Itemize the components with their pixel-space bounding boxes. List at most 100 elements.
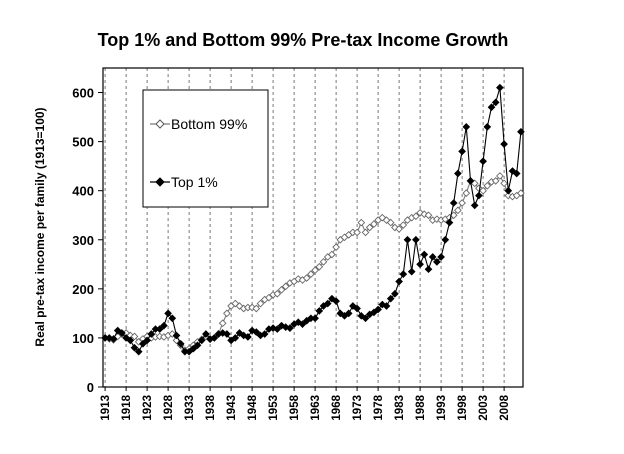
data-point-top-1 bbox=[496, 83, 504, 92]
data-point-top-1 bbox=[458, 147, 466, 156]
legend: Bottom 99% Top 1% bbox=[142, 89, 269, 208]
legend-label-top-1: Top 1% bbox=[171, 174, 218, 190]
data-point-top-1 bbox=[311, 314, 319, 323]
y-tick-label: 400 bbox=[72, 184, 94, 199]
x-tick-label: 1933 bbox=[184, 395, 196, 421]
data-point-bottom-99 bbox=[433, 215, 441, 223]
y-tick-label: 300 bbox=[72, 233, 94, 248]
data-point-bottom-99 bbox=[395, 225, 403, 233]
data-point-top-1 bbox=[130, 343, 139, 352]
data-point-bottom-99 bbox=[168, 330, 177, 338]
y-tick-label: 200 bbox=[72, 282, 94, 297]
data-point-top-1 bbox=[378, 300, 387, 309]
data-point-top-1 bbox=[441, 235, 450, 244]
data-point-top-1 bbox=[189, 344, 198, 353]
y-tick-label: 100 bbox=[72, 331, 94, 346]
data-point-top-1 bbox=[500, 140, 508, 148]
data-point-top-1 bbox=[462, 123, 471, 131]
data-point-bottom-99 bbox=[454, 206, 462, 215]
data-point-bottom-99 bbox=[483, 181, 492, 190]
x-tick-label: 1948 bbox=[247, 394, 259, 420]
data-point-bottom-99 bbox=[386, 218, 395, 227]
data-point-top-1 bbox=[176, 339, 185, 348]
data-point-bottom-99 bbox=[500, 179, 508, 188]
data-point-bottom-99 bbox=[378, 213, 387, 222]
x-tick-label: 1938 bbox=[205, 394, 217, 420]
data-point-bottom-99 bbox=[412, 212, 420, 221]
x-tick-label: 1983 bbox=[394, 395, 406, 421]
x-tick-label: 1958 bbox=[289, 394, 301, 420]
data-point-top-1 bbox=[273, 325, 282, 333]
legend-marker-top-1 bbox=[155, 177, 165, 187]
data-point-bottom-99 bbox=[273, 289, 282, 298]
data-point-bottom-99 bbox=[370, 220, 378, 228]
data-point-top-1 bbox=[344, 309, 353, 318]
data-point-bottom-99 bbox=[416, 208, 424, 217]
y-tick-label: 0 bbox=[87, 380, 94, 395]
data-point-bottom-99 bbox=[315, 262, 324, 271]
x-tick-label: 1978 bbox=[373, 394, 385, 420]
data-point-top-1 bbox=[428, 253, 437, 261]
data-point-top-1 bbox=[391, 289, 399, 298]
x-tick-label: 1988 bbox=[415, 394, 427, 420]
data-point-top-1 bbox=[416, 260, 424, 269]
data-point-top-1 bbox=[328, 294, 336, 303]
x-tick-label: 1968 bbox=[331, 394, 343, 420]
data-point-top-1 bbox=[139, 339, 147, 348]
data-point-top-1 bbox=[407, 267, 416, 276]
x-axis-ticks: 1913 1918 1923 1928 1933 1938 1943 1948 1953 1958… bbox=[100, 387, 511, 421]
data-point-top-1 bbox=[260, 330, 269, 338]
chart-title: Top 1% and Bottom 99% Pre-tax Income Gro… bbox=[98, 30, 509, 50]
data-point-top-1 bbox=[277, 321, 286, 330]
y-axis-ticks: 0 100 200 300 400 500 600 bbox=[72, 86, 103, 395]
data-point-top-1 bbox=[286, 324, 294, 332]
data-point-top-1 bbox=[160, 321, 168, 330]
data-point-top-1 bbox=[113, 326, 122, 335]
y-axis-label: Real pre-tax income per family (1913=100… bbox=[33, 107, 47, 346]
data-point-top-1 bbox=[193, 341, 202, 350]
data-point-top-1 bbox=[479, 157, 487, 166]
data-point-bottom-99 bbox=[361, 228, 370, 237]
data-point-bottom-99 bbox=[458, 199, 466, 207]
data-point-bottom-99 bbox=[496, 172, 504, 180]
data-point-top-1 bbox=[517, 127, 525, 136]
data-point-top-1 bbox=[353, 304, 361, 313]
legend-box bbox=[142, 89, 269, 208]
data-point-top-1 bbox=[491, 98, 500, 107]
x-tick-label: 1998 bbox=[457, 394, 469, 420]
data-point-bottom-99 bbox=[252, 304, 261, 313]
data-point-top-1 bbox=[202, 330, 210, 338]
data-point-top-1 bbox=[134, 347, 143, 356]
data-point-bottom-99 bbox=[319, 258, 328, 266]
data-point-bottom-99 bbox=[424, 211, 433, 220]
data-point-bottom-99 bbox=[281, 282, 290, 291]
data-point-top-1 bbox=[109, 335, 118, 343]
data-point-bottom-99 bbox=[307, 270, 315, 278]
data-point-top-1 bbox=[508, 167, 517, 175]
data-point-top-1 bbox=[512, 169, 521, 178]
series-top-1 bbox=[101, 83, 525, 356]
data-point-top-1 bbox=[382, 302, 391, 310]
data-point-top-1 bbox=[336, 309, 345, 318]
data-point-top-1 bbox=[399, 270, 408, 278]
plot-frame bbox=[102, 67, 524, 388]
x-tick-label: 1973 bbox=[352, 395, 364, 421]
data-point-top-1 bbox=[386, 294, 395, 303]
data-point-bottom-99 bbox=[311, 266, 319, 275]
legend-marker-bottom-99 bbox=[155, 119, 165, 129]
data-point-top-1 bbox=[466, 177, 475, 185]
series-layer bbox=[101, 83, 525, 356]
x-tick-label: 1928 bbox=[163, 394, 175, 420]
data-point-top-1 bbox=[475, 191, 483, 200]
data-point-bottom-99 bbox=[265, 293, 273, 302]
data-point-bottom-99 bbox=[391, 223, 399, 232]
data-point-top-1 bbox=[172, 331, 181, 340]
x-tick-label: 1918 bbox=[121, 394, 133, 420]
data-point-bottom-99 bbox=[277, 285, 286, 294]
data-point-top-1 bbox=[424, 265, 433, 274]
data-point-bottom-99 bbox=[130, 332, 139, 341]
data-point-top-1 bbox=[437, 253, 445, 261]
x-tick-label: 2008 bbox=[499, 394, 511, 420]
